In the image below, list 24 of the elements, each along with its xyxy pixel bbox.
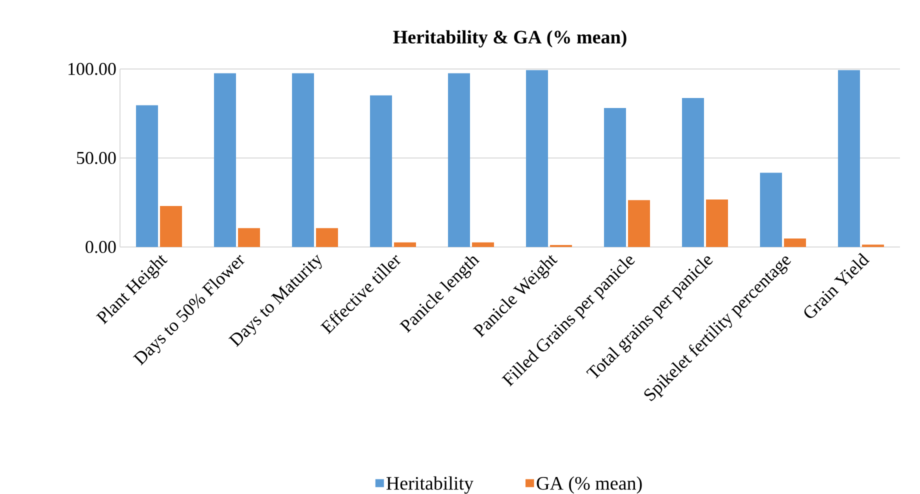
bar [394, 242, 416, 247]
chart-title: Heritability & GA (% mean) [393, 30, 626, 48]
bar [760, 172, 782, 247]
bar [682, 98, 704, 247]
y-tick-label: 0.00 [86, 240, 116, 254]
bar [838, 70, 860, 247]
bar [604, 108, 626, 247]
bar [136, 105, 158, 247]
bar [448, 73, 470, 247]
bar [370, 95, 392, 247]
bar [784, 238, 806, 247]
bar [214, 73, 236, 247]
bar [292, 73, 314, 247]
y-tick-label: 100.00 [68, 62, 116, 76]
legend-label: GA (% mean) [536, 476, 642, 494]
bar [706, 199, 728, 247]
bar [628, 200, 650, 247]
bar [472, 242, 494, 247]
bar [160, 206, 182, 247]
y-tick-label: 50.00 [77, 152, 116, 164]
bar [526, 70, 548, 247]
bar [316, 228, 338, 247]
legend-label: Heritability [386, 476, 474, 494]
bar [238, 228, 260, 247]
